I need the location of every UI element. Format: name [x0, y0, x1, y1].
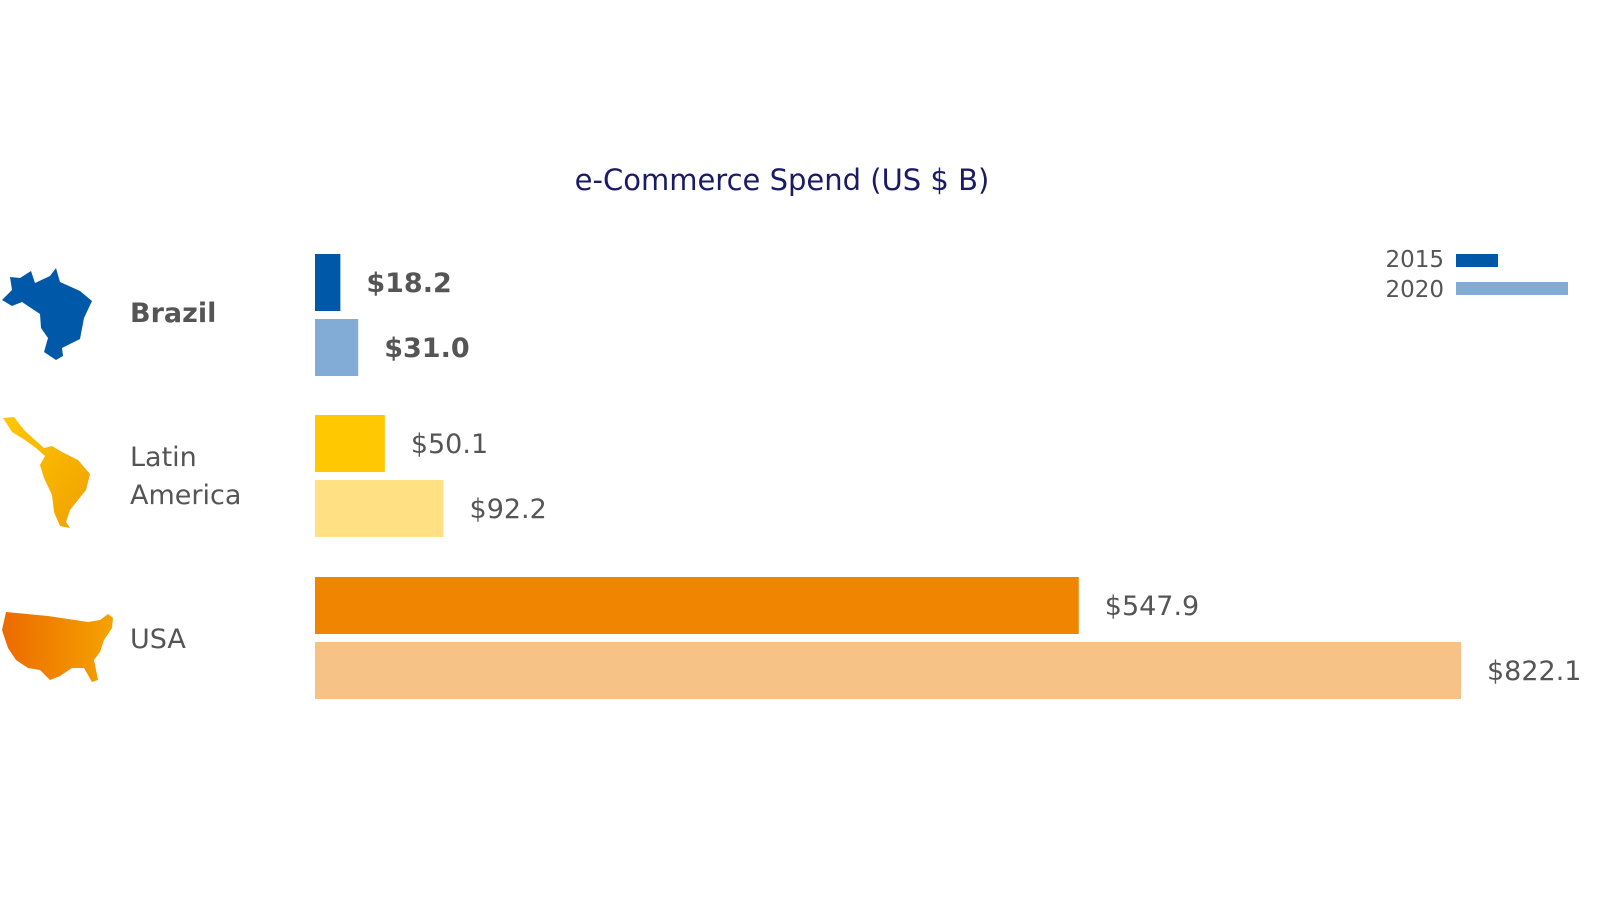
legend-label-2015: 2015 [1385, 247, 1444, 273]
bar-brazil-2015 [315, 254, 341, 311]
latin-america-map-icon [3, 417, 90, 528]
legend-label-2020: 2020 [1385, 277, 1444, 303]
bar-usa-2020 [315, 642, 1461, 699]
category-label: Brazil [130, 298, 216, 329]
legend-swatch-2020 [1456, 282, 1568, 295]
data-label: $31.0 [384, 333, 469, 364]
usa-map-icon [2, 612, 113, 682]
bar-latin-america-2015 [315, 415, 385, 472]
data-label: $18.2 [366, 268, 451, 299]
data-label: $822.1 [1487, 656, 1581, 687]
legend-swatch-2015 [1456, 254, 1498, 267]
bar-usa-2015 [315, 577, 1079, 634]
category-label: America [130, 480, 241, 511]
bar-latin-america-2020 [315, 480, 444, 537]
data-label: $92.2 [470, 494, 547, 525]
bar-brazil-2020 [315, 319, 359, 376]
chart-title: e-Commerce Spend (US $ B) [575, 163, 990, 197]
category-label: USA [130, 624, 186, 655]
data-label: $547.9 [1105, 591, 1199, 622]
category-label: Latin [130, 442, 197, 473]
data-label: $50.1 [411, 429, 488, 460]
brazil-map-icon [2, 268, 92, 360]
legend: 2015 2020 [1385, 247, 1568, 303]
